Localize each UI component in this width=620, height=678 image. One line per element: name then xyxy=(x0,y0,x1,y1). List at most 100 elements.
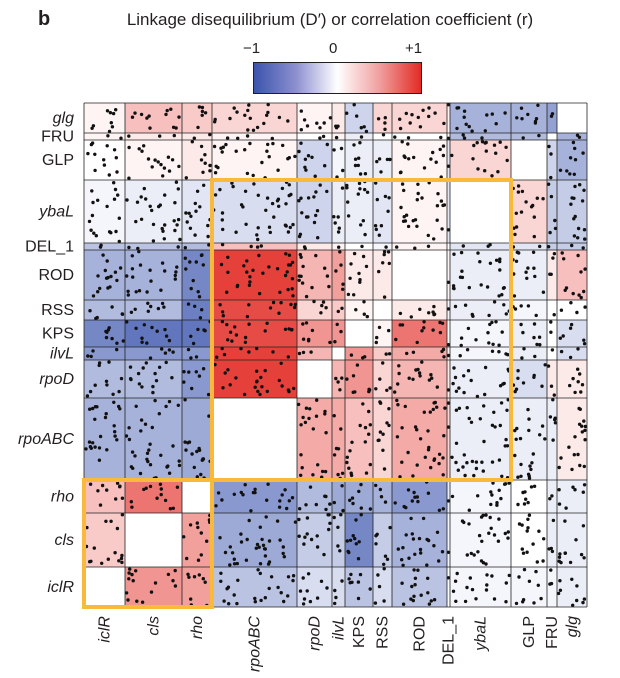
scatter-dot xyxy=(232,557,236,561)
scatter-dot xyxy=(332,148,336,152)
scatter-dot xyxy=(328,502,332,506)
scatter-dot xyxy=(577,293,581,297)
scatter-dot xyxy=(568,156,573,160)
scatter-dot xyxy=(144,361,148,365)
scatter-dot xyxy=(141,366,145,370)
scatter-dot xyxy=(534,117,539,121)
heatmap-cell xyxy=(392,480,447,513)
scatter-dot xyxy=(573,488,577,492)
scatter-dot xyxy=(129,465,134,469)
scatter-dot xyxy=(140,340,144,344)
scatter-dot xyxy=(500,293,504,297)
scatter-dot xyxy=(491,481,495,485)
scatter-dot xyxy=(398,126,403,131)
scatter-dot xyxy=(440,321,445,325)
scatter-dot xyxy=(354,308,358,312)
scatter-dot xyxy=(537,529,541,533)
scatter-dot xyxy=(524,497,528,501)
scatter-dot xyxy=(148,484,153,489)
scatter-dot xyxy=(356,557,361,561)
scatter-dot xyxy=(432,544,436,548)
scatter-dot xyxy=(368,587,372,591)
scatter-dot xyxy=(336,215,340,219)
scatter-dot xyxy=(268,306,273,310)
scatter-dot xyxy=(532,335,536,340)
scatter-dot xyxy=(129,500,133,504)
scatter-dot xyxy=(337,226,341,230)
scatter-dot xyxy=(359,506,363,510)
heatmap-cell xyxy=(332,347,345,360)
scatter-dot xyxy=(220,218,224,222)
scatter-dot xyxy=(580,383,585,387)
row-label: RSS xyxy=(41,302,74,319)
scatter-dot xyxy=(490,460,495,464)
scatter-dot xyxy=(148,463,153,467)
scatter-dot xyxy=(420,196,424,200)
scatter-dot xyxy=(244,222,248,226)
scatter-dot xyxy=(502,381,506,386)
heatmap-cell xyxy=(297,513,332,567)
heatmap-cell xyxy=(450,360,511,398)
scatter-dot xyxy=(446,343,451,347)
scatter-dot xyxy=(201,577,205,581)
scatter-dot xyxy=(467,124,471,129)
scatter-dot xyxy=(409,516,413,521)
heatmap-cell xyxy=(125,320,182,347)
scatter-dot xyxy=(200,458,204,462)
scatter-dot xyxy=(161,174,165,178)
scatter-dot xyxy=(310,328,315,333)
scatter-dot xyxy=(442,434,446,438)
scatter-dot xyxy=(280,186,285,191)
scatter-dot xyxy=(382,599,386,603)
scatter-dot xyxy=(548,497,552,501)
scatter-dot xyxy=(513,232,517,237)
scatter-dot xyxy=(486,331,490,335)
scatter-dot xyxy=(253,596,257,601)
scatter-dot xyxy=(340,306,344,310)
scatter-dot xyxy=(218,303,222,307)
heatmap-cell xyxy=(450,398,511,480)
scatter-dot xyxy=(492,143,497,147)
scatter-dot xyxy=(175,265,179,269)
scatter-dot xyxy=(255,369,259,373)
scatter-dot xyxy=(480,539,484,543)
scatter-dot xyxy=(226,338,230,342)
scatter-dot xyxy=(146,309,150,313)
scatter-dot xyxy=(148,442,152,446)
scatter-dot xyxy=(421,516,426,521)
scatter-dot xyxy=(213,120,217,124)
scatter-dot xyxy=(291,578,295,583)
scatter-dot xyxy=(482,439,486,444)
scatter-dot xyxy=(388,386,392,390)
heatmap-cell xyxy=(547,320,557,347)
heatmap-cell xyxy=(547,180,557,243)
scatter-dot xyxy=(551,398,555,402)
scatter-dot xyxy=(201,367,206,371)
scatter-dot xyxy=(239,532,243,536)
heatmap-cell xyxy=(84,103,125,133)
scatter-dot xyxy=(309,537,314,542)
heatmap-cell xyxy=(125,133,182,140)
scatter-dot xyxy=(524,200,528,204)
scatter-dot xyxy=(264,208,268,212)
scatter-dot xyxy=(147,114,151,118)
scatter-dot xyxy=(138,471,143,476)
heatmap-cell xyxy=(297,243,332,250)
scatter-dot xyxy=(292,305,297,310)
scatter-dot xyxy=(474,338,478,342)
scatter-dot xyxy=(118,266,123,270)
scatter-dot xyxy=(336,309,340,314)
heatmap-cell xyxy=(392,133,447,140)
scatter-dot xyxy=(418,547,423,552)
scatter-dot xyxy=(278,499,282,503)
scatter-dot xyxy=(156,160,160,164)
scatter-dot xyxy=(338,250,342,254)
scatter-dot xyxy=(526,112,530,117)
scatter-dot xyxy=(383,121,387,125)
scatter-dot xyxy=(314,253,318,258)
scatter-dot xyxy=(93,383,97,387)
scatter-dot xyxy=(154,379,159,383)
scatter-dot xyxy=(151,390,155,395)
scatter-dot xyxy=(395,398,399,403)
scatter-dot xyxy=(96,274,100,278)
